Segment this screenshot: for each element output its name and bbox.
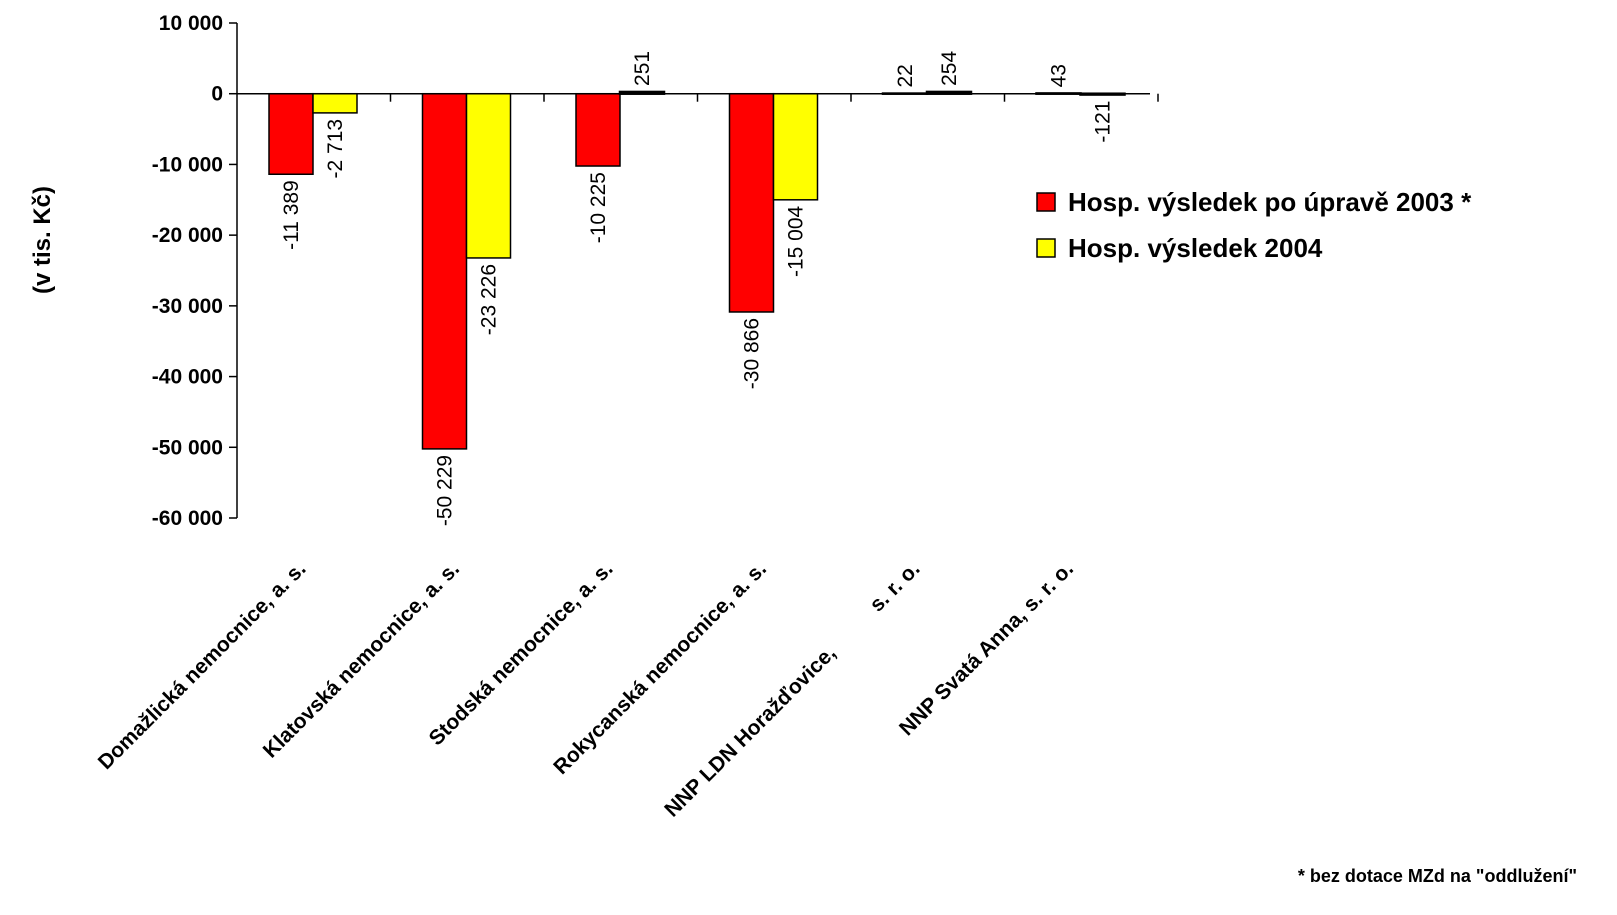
data-label: -15 004 <box>785 206 808 278</box>
bar-series2 <box>465 92 512 259</box>
bar-series1 <box>421 92 468 450</box>
y-tick-label: -30 000 <box>152 295 223 318</box>
data-label: -23 226 <box>478 264 501 335</box>
bar-series2 <box>772 92 819 201</box>
data-label: -11 389 <box>280 180 303 250</box>
data-label: -30 866 <box>741 318 764 389</box>
legend-swatch <box>1036 238 1056 258</box>
category-labels: Domažlická nemocnice, a. s.Klatovská nem… <box>94 557 1078 821</box>
category-label: Stodská nemocnice, a. s. <box>425 557 618 750</box>
data-label: 254 <box>938 51 961 86</box>
bar-series2 <box>312 92 358 114</box>
data-label: -50 229 <box>434 455 457 526</box>
y-tick-label: -40 000 <box>152 366 223 389</box>
y-axis-title: (v tis. Kč) <box>29 186 56 294</box>
data-labels: -11 389 -50 229 -10 225 -30 866 22 43 -2 713 -2… <box>280 51 1115 527</box>
data-label: 22 <box>894 64 917 87</box>
y-tick-label: -60 000 <box>152 507 223 530</box>
category-label: NNP Svatá Anna, s. r. o. <box>895 557 1078 740</box>
category-label: NNP LDN Horažďovice, s. r. o. <box>660 557 924 821</box>
legend-label: Hosp. výsledek po úpravě 2003 * <box>1068 187 1472 217</box>
y-tick-label: -20 000 <box>152 224 223 247</box>
bar-series1 <box>575 92 621 167</box>
y-tick-label: 10 000 <box>159 12 223 35</box>
y-tick-label: -10 000 <box>152 153 223 176</box>
legend-swatch <box>1036 192 1056 212</box>
data-label: -121 <box>1092 101 1115 143</box>
y-axis: 10 000 0 -10 000 -20 000 -30 000 -40 000 -50 0… <box>152 12 238 530</box>
data-label: -10 225 <box>587 172 610 243</box>
footnote: * bez dotace MZd na "oddlužení" <box>1298 866 1577 886</box>
y-tick-label: 0 <box>211 83 223 106</box>
bar-series1 <box>728 92 775 313</box>
legend: Hosp. výsledek po úpravě 2003 * Hosp. výs… <box>1036 187 1472 263</box>
legend-label: Hosp. výsledek 2004 <box>1068 233 1323 263</box>
x-axis <box>237 92 1159 102</box>
bar-series1 <box>268 92 314 176</box>
data-label: -2 713 <box>324 119 347 179</box>
y-tick-label: -50 000 <box>152 436 223 459</box>
bars <box>268 90 1126 450</box>
data-label: 43 <box>1048 64 1071 87</box>
data-label: 251 <box>631 51 654 86</box>
